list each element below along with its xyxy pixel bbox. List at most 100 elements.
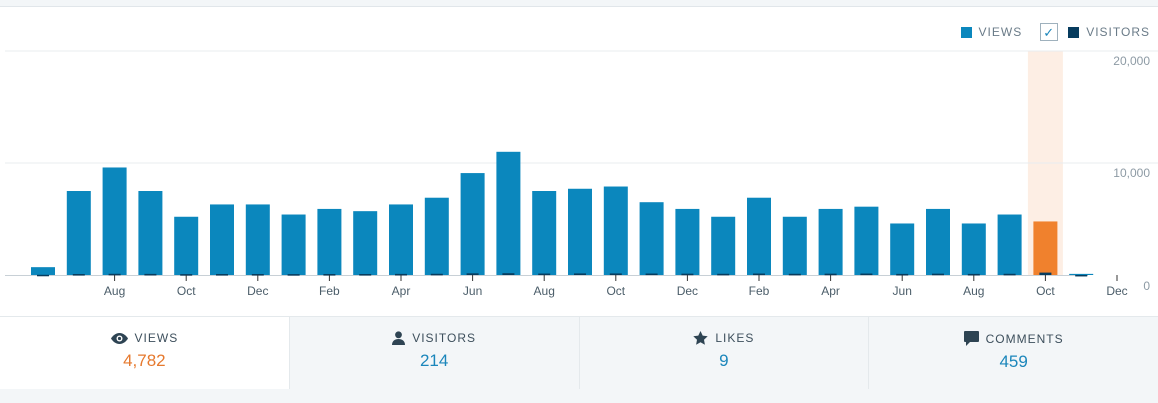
tab-visitors-header: VISITORS	[290, 331, 579, 345]
visitors-bar	[466, 273, 479, 275]
views-bar	[997, 214, 1022, 275]
visitors-bar	[717, 273, 730, 276]
views-bar	[138, 191, 163, 275]
star-icon	[693, 331, 709, 345]
visitors-bar	[180, 274, 193, 276]
visitors-bar	[287, 274, 300, 276]
views-bar	[890, 223, 915, 275]
views-bar	[389, 204, 413, 275]
views-bar	[1069, 273, 1094, 275]
visitors-bar	[860, 273, 873, 276]
visitors-bar	[609, 273, 622, 275]
legend-views: VIEWS	[960, 25, 1023, 39]
visitors-bar	[1075, 274, 1088, 277]
visitors-bar	[538, 273, 551, 276]
views-bar	[281, 214, 306, 275]
tab-likes-label: LIKES	[715, 331, 755, 345]
y-tick-label: 0	[1143, 279, 1150, 293]
legend-visitors-label: VISITORS	[1086, 25, 1150, 39]
tab-views-label: VIEWS	[134, 331, 179, 345]
views-bar	[711, 216, 736, 275]
visitors-bar	[323, 273, 336, 276]
person-icon	[392, 331, 406, 345]
views-bar	[353, 211, 378, 275]
tab-visitors-label: VISITORS	[412, 331, 477, 345]
views-bar	[210, 204, 234, 275]
checkmark-icon[interactable]: ✓	[1040, 23, 1059, 41]
views-bar	[496, 151, 521, 275]
x-tick-label: Oct	[606, 284, 625, 298]
views-bar	[568, 188, 592, 275]
views-bar	[603, 186, 628, 275]
visitors-bar	[1003, 273, 1016, 276]
tab-likes[interactable]: LIKES 9	[579, 317, 870, 389]
views-bar	[424, 197, 449, 275]
tab-likes-header: LIKES	[580, 331, 869, 345]
views-bar	[460, 173, 485, 275]
visitors-bar	[753, 273, 765, 276]
tab-comments-header: COMMENTS	[869, 331, 1158, 346]
x-tick-label: Apr	[392, 284, 411, 298]
visitors-bar	[430, 273, 443, 276]
visitors-bar	[502, 273, 515, 275]
tab-comments[interactable]: COMMENTS 459	[869, 317, 1158, 389]
views-bar	[102, 167, 127, 275]
tab-views-value: 4,782	[123, 351, 166, 370]
stats-tabs: VIEWS 4,782 VISITORS 214 LIKES 9 COMMENT…	[0, 316, 1158, 389]
views-swatch	[960, 26, 972, 38]
visitors-bar	[395, 273, 407, 276]
views-bar	[1033, 221, 1058, 275]
views-bar	[174, 216, 199, 275]
views-bar	[961, 223, 986, 275]
visitors-bar	[574, 273, 586, 275]
x-tick-label: Dec	[677, 284, 698, 298]
views-bar	[66, 191, 91, 275]
stats-card: 0 10,000 20,000 Aug Oct Dec Feb Apr Jun Aug Oct Dec…	[0, 6, 1158, 389]
visitors-bar	[681, 273, 694, 276]
x-tick-label: Aug	[104, 284, 125, 298]
tab-comments-label: COMMENTS	[985, 331, 1064, 346]
x-tick-label: Oct	[1036, 284, 1055, 298]
views-bar	[854, 206, 879, 275]
legend-visitors[interactable]: ✓ VISITORS	[1040, 23, 1150, 41]
tab-visitors[interactable]: VISITORS 214	[289, 317, 580, 389]
visitors-bar	[824, 273, 837, 276]
y-tick-label: 10,000	[1113, 166, 1150, 180]
x-tick-label: Aug	[534, 284, 555, 298]
views-bar	[747, 197, 771, 275]
views-bar	[926, 208, 950, 275]
x-tick-label: Dec	[247, 284, 268, 298]
views-bar	[245, 204, 270, 275]
views-bar	[532, 191, 557, 275]
tab-visitors-value: 214	[419, 351, 449, 370]
tab-views[interactable]: VIEWS 4,782	[0, 317, 290, 389]
legend-views-label: VIEWS	[978, 25, 1023, 39]
eye-icon	[110, 332, 128, 344]
views-bar	[818, 208, 843, 275]
visitors-bar	[967, 273, 980, 276]
x-tick-label: Jun	[463, 284, 482, 298]
x-tick-label: Feb	[319, 284, 340, 298]
x-tick-label: Apr	[821, 284, 840, 298]
tab-likes-value: 9	[719, 351, 729, 370]
visitors-swatch	[1068, 26, 1080, 38]
visitors-bar	[72, 273, 85, 276]
chart-legend: VIEWS ✓ VISITORS	[943, 23, 1150, 41]
x-tick-label: Jun	[893, 284, 912, 298]
visitors-bar	[37, 274, 49, 277]
y-tick-label: 20,000	[1113, 54, 1150, 68]
visitors-bar	[1039, 272, 1052, 275]
x-tick-label: Aug	[963, 284, 984, 298]
visitors-bar	[144, 273, 157, 276]
visitors-bar	[645, 273, 658, 276]
views-bar	[317, 208, 342, 275]
x-tick-label: Dec	[1106, 284, 1127, 298]
visitors-bar	[788, 273, 801, 276]
visitors-bar	[108, 273, 121, 276]
visitors-bar	[932, 273, 944, 276]
visitors-bar	[896, 273, 909, 276]
visitors-bar	[251, 273, 264, 276]
visitors-bar	[216, 273, 228, 276]
views-bar	[639, 202, 664, 275]
visitors-bar	[359, 273, 372, 276]
